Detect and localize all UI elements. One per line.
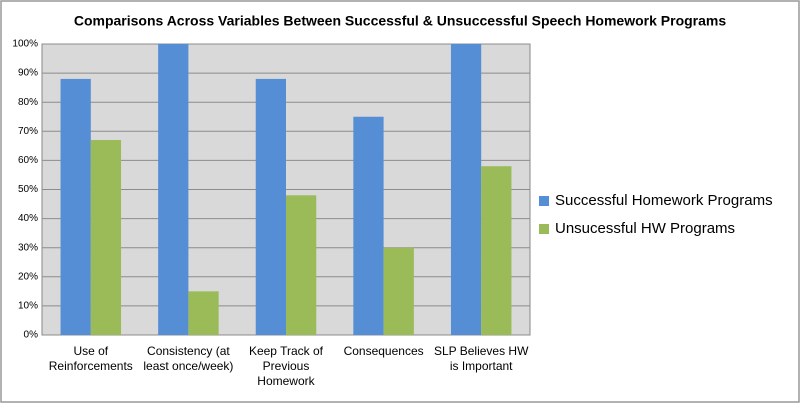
x-tick-label: Consequences — [343, 344, 424, 358]
y-tick-label: 0% — [24, 330, 39, 341]
y-tick-label: 20% — [18, 271, 38, 282]
bar — [383, 247, 414, 335]
y-tick-label: 40% — [18, 213, 38, 224]
bar — [353, 116, 384, 335]
y-tick-label: 30% — [18, 242, 38, 253]
bar — [481, 166, 512, 335]
bar — [255, 78, 286, 336]
legend-label: Unsucessful HW Programs — [555, 220, 735, 237]
bar — [450, 44, 482, 335]
x-tick-label: Consistency (at least once/week) — [143, 344, 234, 373]
bar — [286, 195, 317, 335]
y-tick-label: 100% — [12, 39, 38, 50]
bar — [158, 44, 189, 335]
bar — [60, 78, 91, 336]
y-tick-label: 70% — [18, 126, 38, 137]
bar — [188, 291, 219, 335]
y-tick-label: 50% — [18, 184, 38, 195]
legend-swatch — [539, 196, 549, 206]
y-tick-label: 60% — [18, 155, 38, 166]
y-tick-label: 10% — [18, 301, 38, 312]
legend-swatch — [539, 224, 549, 234]
x-tick-label: Keep Track of Previous Homework — [248, 344, 323, 388]
bar — [90, 140, 122, 335]
x-tick-label: Use of Reinforcements — [48, 344, 133, 373]
y-tick-label: 80% — [18, 97, 38, 108]
chart-title: Comparisons Across Variables Between Suc… — [74, 13, 726, 29]
y-tick-label: 90% — [18, 68, 38, 79]
legend-label: Successful Homework Programs — [555, 192, 773, 209]
x-tick-label: SLP Believes HW is Important — [433, 344, 529, 373]
